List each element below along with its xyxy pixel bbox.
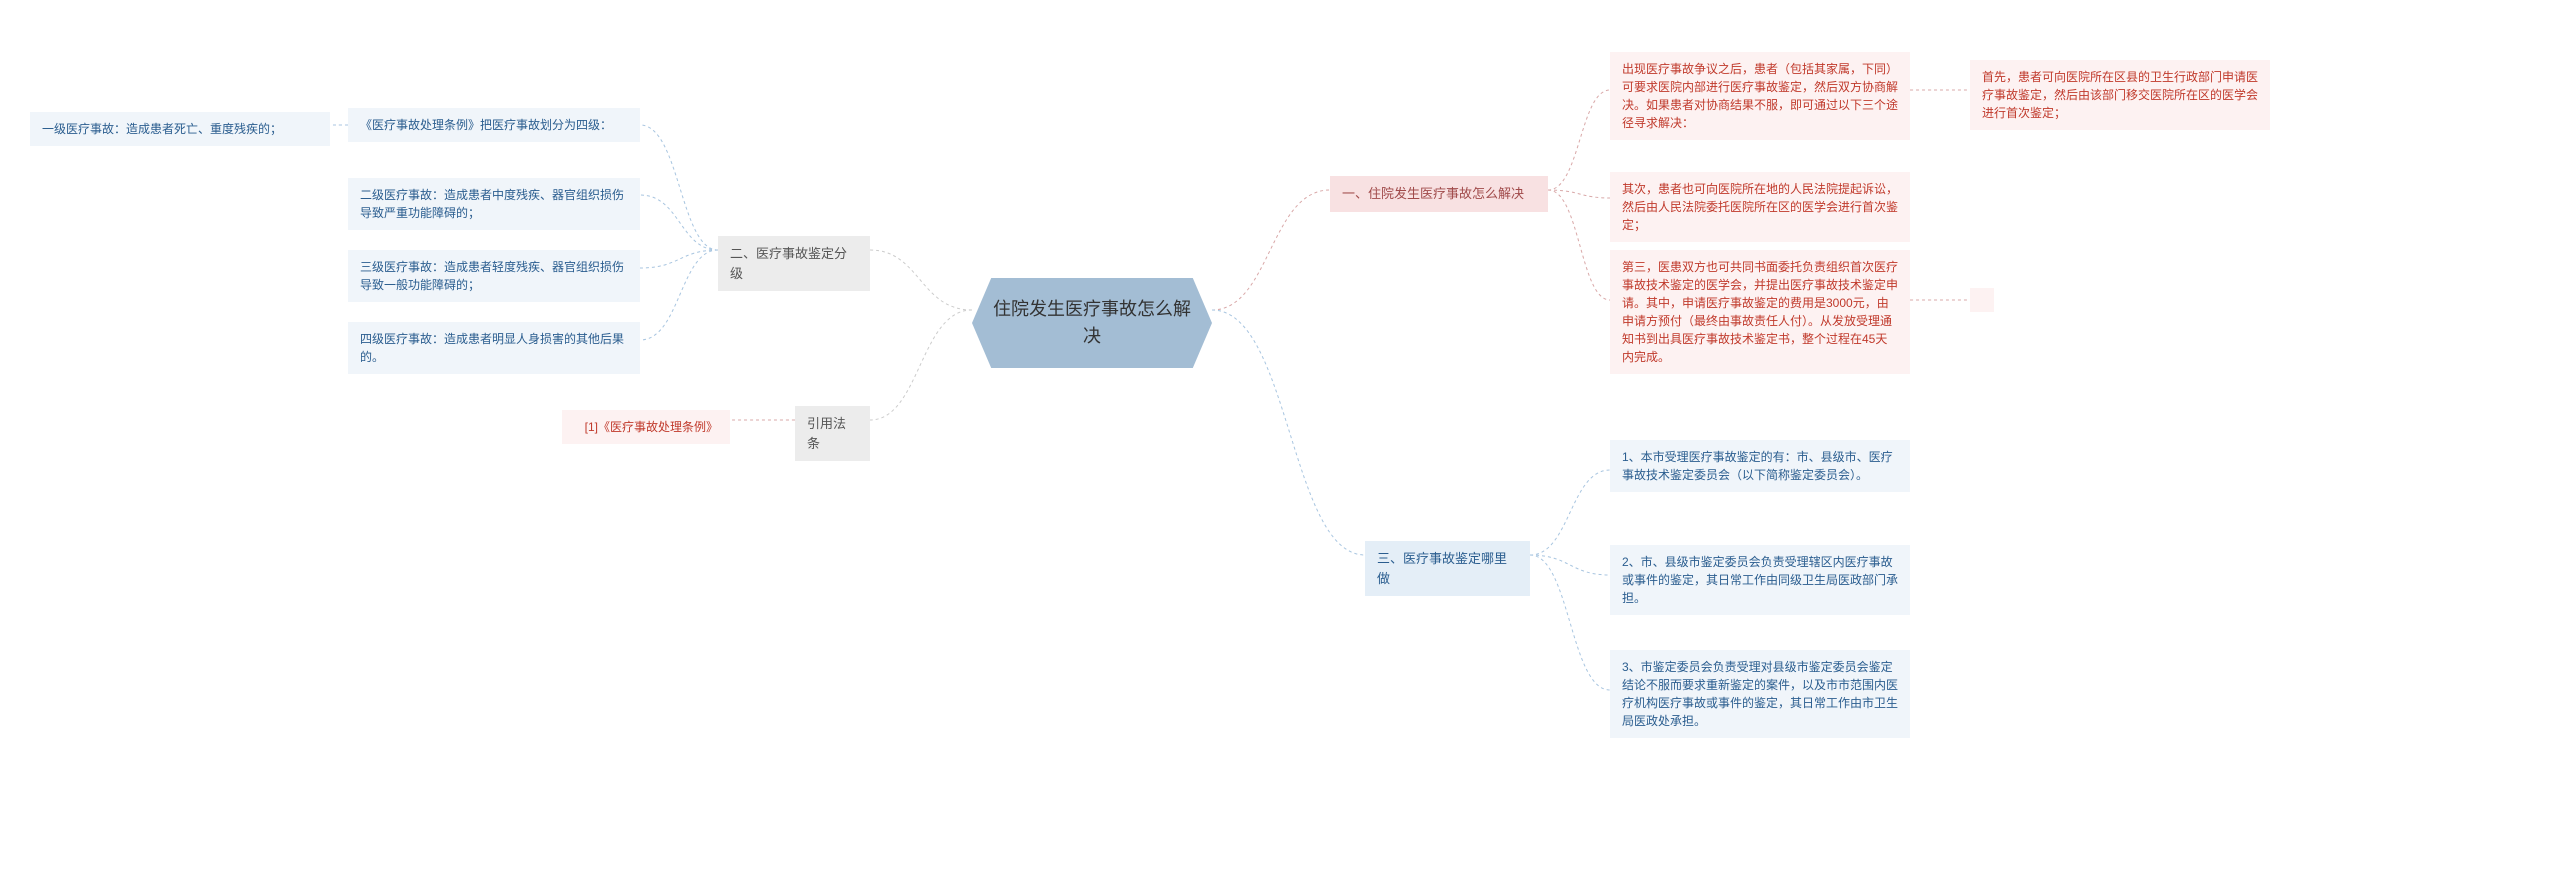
branch-4-title: 引用法条 xyxy=(807,416,846,451)
branch-1-way3: 第三，医患双方也可共同书面委托负责组织首次医疗事故技术鉴定的医学会，并提出医疗事… xyxy=(1610,250,1910,374)
branch-2-title: 二、医疗事故鉴定分级 xyxy=(730,246,847,281)
branch-2-lv4: 四级医疗事故：造成患者明显人身损害的其他后果的。 xyxy=(348,322,640,374)
branch-1-intro: 出现医疗事故争议之后，患者（包括其家属，下同）可要求医院内部进行医疗事故鉴定，然… xyxy=(1610,52,1910,140)
branch-2[interactable]: 二、医疗事故鉴定分级 xyxy=(718,236,870,291)
branch-3[interactable]: 三、医疗事故鉴定哪里做 xyxy=(1365,541,1530,596)
branch-2-lv1: 一级医疗事故：造成患者死亡、重度残疾的； xyxy=(30,112,330,146)
branch-1-way1: 首先，患者可向医院所在区县的卫生行政部门申请医疗事故鉴定，然后由该部门移交医院所… xyxy=(1970,60,2270,130)
branch-3-p2: 2、市、县级市鉴定委员会负责受理辖区内医疗事故或事件的鉴定，其日常工作由同级卫生… xyxy=(1610,545,1910,615)
branch-1[interactable]: 一、住院发生医疗事故怎么解决 xyxy=(1330,176,1548,212)
branch-3-p1: 1、本市受理医疗事故鉴定的有：市、县级市、医疗事故技术鉴定委员会（以下简称鉴定委… xyxy=(1610,440,1910,492)
center-node[interactable]: 住院发生医疗事故怎么解决 xyxy=(972,278,1212,368)
branch-2-lv3: 三级医疗事故：造成患者轻度残疾、器官组织损伤导致一般功能障碍的； xyxy=(348,250,640,302)
branch-4-ref: [1]《医疗事故处理条例》 xyxy=(562,410,730,444)
branch-3-p3: 3、市鉴定委员会负责受理对县级市鉴定委员会鉴定结论不服而要求重新鉴定的案件，以及… xyxy=(1610,650,1910,738)
branch-2-rule: 《医疗事故处理条例》把医疗事故划分为四级： xyxy=(348,108,640,142)
branch-3-title: 三、医疗事故鉴定哪里做 xyxy=(1377,551,1507,586)
branch-4[interactable]: 引用法条 xyxy=(795,406,870,461)
branch-2-lv2: 二级医疗事故：造成患者中度残疾、器官组织损伤导致严重功能障碍的； xyxy=(348,178,640,230)
center-label: 住院发生医疗事故怎么解决 xyxy=(993,299,1191,346)
branch-1-empty-leaf xyxy=(1970,288,1994,312)
branch-1-title: 一、住院发生医疗事故怎么解决 xyxy=(1342,186,1524,201)
branch-1-way2: 其次，患者也可向医院所在地的人民法院提起诉讼，然后由人民法院委托医院所在区的医学… xyxy=(1610,172,1910,242)
